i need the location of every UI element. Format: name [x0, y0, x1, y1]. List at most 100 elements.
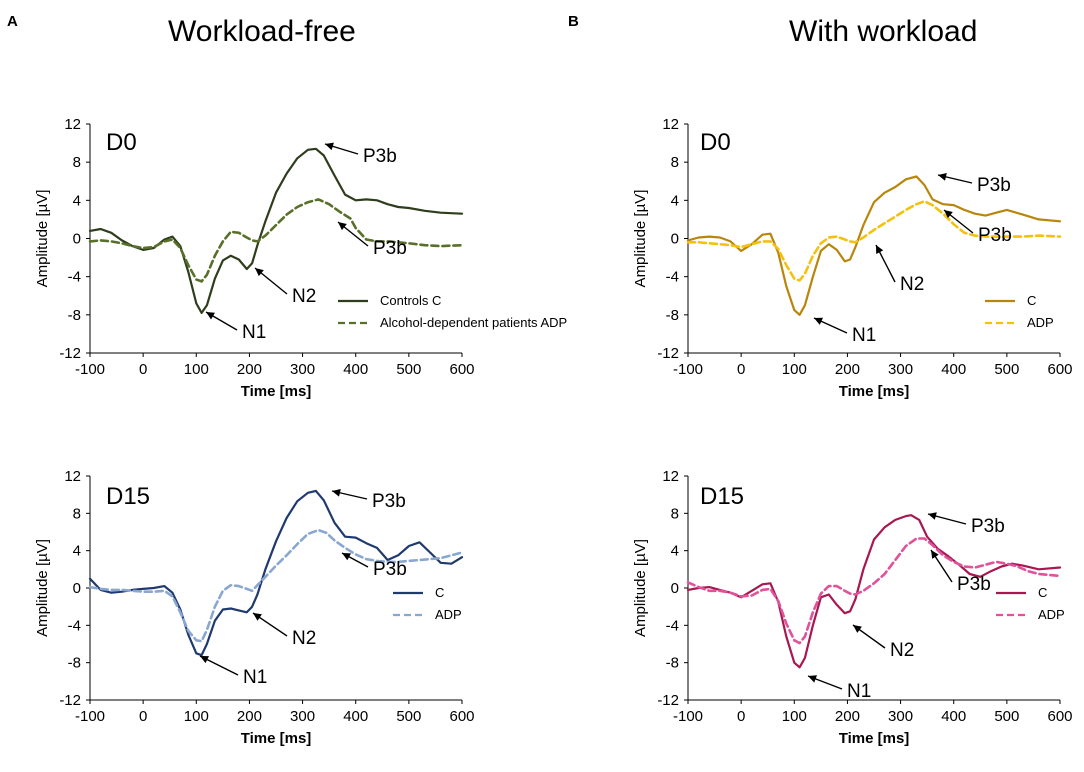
x-tick-label: 100 — [782, 708, 807, 725]
legend-label-adp: ADP — [1027, 315, 1054, 330]
series-line-adp — [686, 200, 1062, 282]
y-tick-label: -12 — [59, 692, 81, 709]
panel-day-label: D15 — [106, 483, 150, 510]
y-tick-label: -12 — [657, 692, 679, 709]
y-tick-label: 8 — [671, 154, 679, 171]
annotation-arrowhead — [876, 245, 884, 254]
panel-day-label: D0 — [106, 129, 137, 156]
y-tick-label: -4 — [666, 269, 679, 286]
annotation-arrowhead — [938, 173, 947, 181]
y-tick-label: 12 — [662, 116, 679, 133]
annotation-arrowhead — [325, 142, 334, 151]
y-axis-label: Amplitude [µV] — [632, 539, 649, 637]
legend-label-c: C — [1027, 293, 1036, 308]
series-line-c — [88, 147, 464, 314]
x-tick-label: 300 — [888, 708, 913, 725]
series-line-adp — [88, 198, 464, 283]
x-axis-label: Time [ms] — [839, 730, 910, 747]
panel-a-letter: A — [7, 13, 18, 30]
legend-label-c: Controls C — [380, 293, 441, 308]
annotation-arrowhead — [342, 553, 351, 561]
series-line-adp — [88, 528, 464, 643]
annotation-arrowhead — [200, 656, 209, 664]
x-tick-label: 500 — [396, 708, 421, 725]
y-tick-label: -12 — [59, 345, 81, 362]
x-tick-label: 400 — [941, 708, 966, 725]
x-tick-label: 500 — [994, 708, 1019, 725]
x-tick-label: 300 — [888, 361, 913, 378]
panel-day-label: D15 — [700, 483, 744, 510]
y-tick-label: -8 — [68, 655, 81, 672]
legend-label-adp: Alcohol-dependent patients ADP — [380, 315, 567, 330]
chart-a-d15: -12 -8 -4 0 4 8 12 -100 0 100 200 300 400 500 600 Time … — [34, 468, 475, 747]
y-tick-label: -8 — [666, 307, 679, 324]
annotation-arrowhead — [338, 222, 347, 231]
annotation-label-p3b: P3b — [363, 146, 397, 167]
panel-a-title: Workload-free — [168, 15, 356, 48]
y-tick-label: 4 — [671, 543, 679, 560]
annotation-arrowhead — [928, 512, 937, 520]
annotation-label-n1: N1 — [242, 322, 266, 343]
annotation-arrowhead — [255, 268, 264, 277]
y-tick-label: 0 — [73, 580, 81, 597]
x-tick-label: 400 — [941, 361, 966, 378]
x-tick-label: 200 — [835, 361, 860, 378]
y-tick-label: 12 — [64, 468, 81, 485]
annotation-label-n2: N2 — [292, 286, 316, 307]
legend-label-c: C — [435, 585, 444, 600]
y-tick-label: 4 — [671, 192, 679, 209]
x-tick-label: 0 — [737, 708, 745, 725]
y-tick-label: 4 — [73, 192, 81, 209]
annotation-label-p3b: P3b — [977, 175, 1011, 196]
annotation-label-p3b: P3b — [957, 574, 991, 595]
x-tick-label: -100 — [75, 361, 105, 378]
y-tick-label: -4 — [68, 617, 81, 634]
x-tick-label: 100 — [184, 708, 209, 725]
x-tick-label: 600 — [1047, 361, 1072, 378]
y-tick-label: 0 — [671, 231, 679, 248]
x-tick-label: 200 — [237, 361, 262, 378]
annotation-arrowhead — [332, 489, 341, 497]
annotation-arrowhead — [931, 550, 939, 559]
annotation-label-n1: N1 — [847, 681, 871, 702]
series-line-c — [88, 489, 464, 657]
y-tick-label: -8 — [68, 307, 81, 324]
annotation-arrowhead — [253, 613, 262, 621]
annotation-arrowhead — [814, 317, 823, 325]
annotation-label-n2: N2 — [890, 640, 914, 661]
y-axis-label: Amplitude [µV] — [34, 539, 51, 637]
x-tick-label: 0 — [139, 708, 147, 725]
annotation-label-n2: N2 — [292, 628, 316, 649]
panel-b-letter: B — [568, 13, 579, 30]
y-tick-label: 8 — [73, 505, 81, 522]
x-tick-label: 600 — [449, 361, 474, 378]
x-tick-label: 0 — [737, 361, 745, 378]
series-line-c — [686, 514, 1062, 669]
x-tick-label: -100 — [673, 361, 703, 378]
annotation-label-p3b: P3b — [971, 516, 1005, 537]
legend-label-adp: ADP — [1038, 607, 1065, 622]
y-tick-label: 12 — [64, 116, 81, 133]
y-tick-label: 8 — [671, 505, 679, 522]
x-tick-label: 600 — [1047, 708, 1072, 725]
legend-label-c: C — [1038, 585, 1047, 600]
y-tick-label: -8 — [666, 655, 679, 672]
x-tick-label: 500 — [994, 361, 1019, 378]
x-tick-label: 500 — [396, 361, 421, 378]
y-tick-label: -4 — [666, 617, 679, 634]
x-tick-label: -100 — [673, 708, 703, 725]
y-tick-label: 12 — [662, 468, 679, 485]
chart-b-d0: -12 -8 -4 0 4 8 12 -100 0 100 200 300 400 500 600 Time … — [632, 116, 1073, 400]
y-tick-label: -12 — [657, 345, 679, 362]
x-tick-label: 400 — [343, 361, 368, 378]
series-line-adp — [686, 537, 1062, 645]
x-tick-label: 100 — [782, 361, 807, 378]
legend-label-adp: ADP — [435, 607, 462, 622]
annotation-arrowhead — [853, 625, 862, 633]
series-line-c — [686, 175, 1062, 316]
annotation-label-n1: N1 — [243, 667, 267, 688]
x-tick-label: 300 — [290, 361, 315, 378]
annotation-arrowhead — [944, 210, 953, 219]
annotation-label-p3b: P3b — [372, 491, 406, 512]
